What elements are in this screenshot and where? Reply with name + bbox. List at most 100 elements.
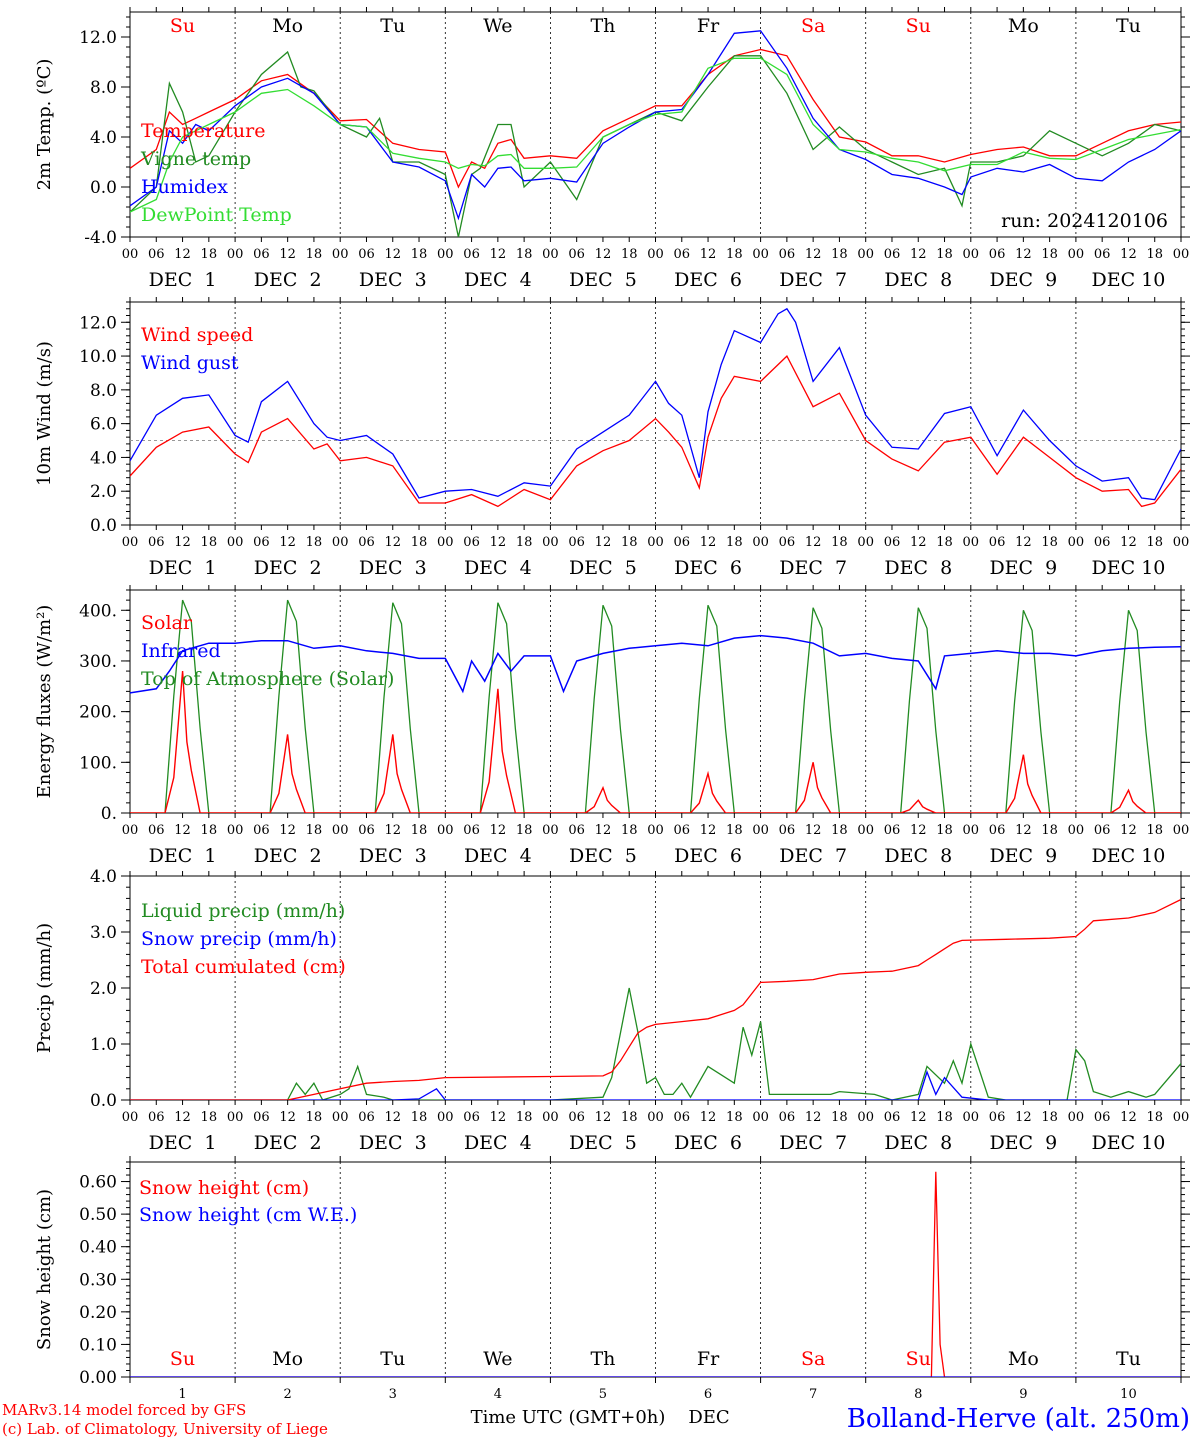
hour-tick-label: 12 (174, 1110, 191, 1125)
hour-tick-label: 06 (463, 823, 480, 838)
day-number-label: 4 (494, 1387, 502, 1402)
date-label: DEC 7 (779, 557, 847, 579)
hour-tick-label: 00 (857, 535, 874, 550)
date-label: DEC 7 (779, 1132, 847, 1154)
panel-wind: 0.0 2.0 4.0 6.0 8.0 10.0 12.0 10m Wind (m/s) 00 0… (34, 297, 1190, 579)
hour-tick-label: 12 (1120, 535, 1137, 550)
y-tick-label: 6.0 (90, 415, 117, 435)
date-label: DEC 5 (569, 845, 637, 867)
series-snow-height-cm- (130, 1171, 1181, 1377)
y-tick-label: 4.0 (90, 128, 117, 148)
weekday-label: Mo (272, 15, 303, 37)
date-label: DEC 2 (254, 557, 322, 579)
hour-tick-label: 18 (516, 1110, 533, 1125)
hour-tick-label: 00 (752, 247, 769, 262)
legend-entry: Snow precip (mm/h) (141, 928, 337, 950)
date-label: DEC 7 (779, 269, 847, 291)
hour-tick-label: 00 (963, 535, 980, 550)
y-tick-label: 2.0 (90, 482, 117, 502)
hour-tick-label: 06 (884, 247, 901, 262)
hour-tick-label: 12 (595, 823, 612, 838)
legend-entry: Vigne temp (140, 148, 251, 170)
hour-tick-label: 18 (1146, 247, 1163, 262)
date-label: DEC 6 (674, 845, 742, 867)
hour-tick-label: 00 (332, 247, 349, 262)
weekday-label: Tu (380, 1348, 405, 1370)
y-tick-label: 0.0 (90, 516, 117, 536)
hour-tick-label: 06 (674, 1110, 691, 1125)
hour-tick-label: 00 (647, 1110, 664, 1125)
hour-tick-label: 06 (989, 535, 1006, 550)
date-label: DEC 3 (359, 845, 427, 867)
hour-tick-label: 12 (1120, 823, 1137, 838)
hour-tick-label: 00 (227, 823, 244, 838)
hour-tick-label: 18 (936, 823, 953, 838)
series-dewpoint-temp (130, 57, 1181, 213)
series-vigne-temp (130, 50, 1181, 237)
hour-tick-label: 12 (910, 247, 927, 262)
hour-tick-label: 06 (358, 823, 375, 838)
date-label: DEC 9 (989, 1132, 1057, 1154)
hour-tick-label: 18 (1041, 247, 1058, 262)
hour-tick-label: 00 (963, 823, 980, 838)
hour-tick-label: 18 (726, 1110, 743, 1125)
hour-tick-label: 00 (1068, 823, 1085, 838)
hour-tick-label: 00 (122, 247, 139, 262)
y-tick-label: 100. (79, 753, 117, 773)
weekday-label: Tu (380, 15, 405, 37)
hour-tick-label: 00 (332, 823, 349, 838)
hour-tick-label: 00 (122, 535, 139, 550)
hour-tick-label: 06 (148, 823, 165, 838)
hour-tick-label: 12 (910, 535, 927, 550)
hour-tick-label: 00 (122, 823, 139, 838)
date-label: DEC 1 (149, 845, 217, 867)
y-tick-label: 4.0 (90, 867, 117, 887)
hour-tick-label: 12 (174, 247, 191, 262)
hour-tick-label: 12 (805, 823, 822, 838)
weekday-label: Sa (801, 15, 825, 37)
hour-tick-label: 06 (1094, 823, 1111, 838)
y-axis-label: Precip (mm/h) (34, 923, 55, 1053)
hour-tick-label: 06 (779, 535, 796, 550)
hour-tick-label: 06 (1094, 535, 1111, 550)
legend-entry: Top of Atmosphere (Solar) (141, 668, 394, 690)
date-label: DEC 8 (884, 557, 952, 579)
legend-entry: Wind gust (141, 352, 239, 374)
hour-tick-label: 12 (805, 1110, 822, 1125)
hour-tick-label: 06 (674, 535, 691, 550)
station-title: Bolland-Herve (alt. 250m) (847, 1404, 1190, 1434)
hour-tick-label: 12 (1015, 1110, 1032, 1125)
date-label: DEC 8 (884, 845, 952, 867)
hour-tick-label: 12 (910, 1110, 927, 1125)
hour-tick-label: 18 (726, 535, 743, 550)
weekday-label: Su (170, 1348, 195, 1370)
hour-tick-label: 12 (384, 1110, 401, 1125)
hour-tick-label: 00 (752, 823, 769, 838)
hour-tick-label: 00 (437, 1110, 454, 1125)
date-label: DEC 4 (464, 1132, 532, 1154)
hour-tick-label: 18 (411, 535, 428, 550)
day-number-label: 9 (1019, 1387, 1027, 1402)
y-tick-label: 4.0 (90, 448, 117, 468)
y-tick-label: 0.0 (90, 178, 117, 198)
hour-tick-label: 00 (1068, 535, 1085, 550)
hour-tick-label: 00 (752, 1110, 769, 1125)
panel-temp: -4.0 0.0 4.0 8.0 12.0 2m Temp. (ºC) 00 06 12 18 00… (34, 7, 1190, 291)
date-label: DEC 9 (989, 269, 1057, 291)
date-label: DEC 3 (359, 1132, 427, 1154)
legend-entry: Temperature (141, 120, 265, 142)
weekday-label: Fr (697, 1348, 720, 1370)
hour-tick-label: 12 (1120, 247, 1137, 262)
hour-tick-label: 12 (1015, 535, 1032, 550)
legend-entry: Wind speed (141, 324, 253, 346)
hour-tick-label: 00 (227, 247, 244, 262)
hour-tick-label: 18 (621, 247, 638, 262)
hour-tick-label: 06 (358, 247, 375, 262)
hour-tick-label: 18 (306, 247, 323, 262)
date-label: DEC 4 (464, 845, 532, 867)
y-tick-label: 0.50 (79, 1205, 117, 1225)
panel-snow: 0.00 0.10 0.20 0.30 0.40 0.50 0.60 Snow height … (34, 1156, 1190, 1402)
date-label: DEC 2 (254, 269, 322, 291)
weekday-label: Th (590, 1348, 615, 1370)
